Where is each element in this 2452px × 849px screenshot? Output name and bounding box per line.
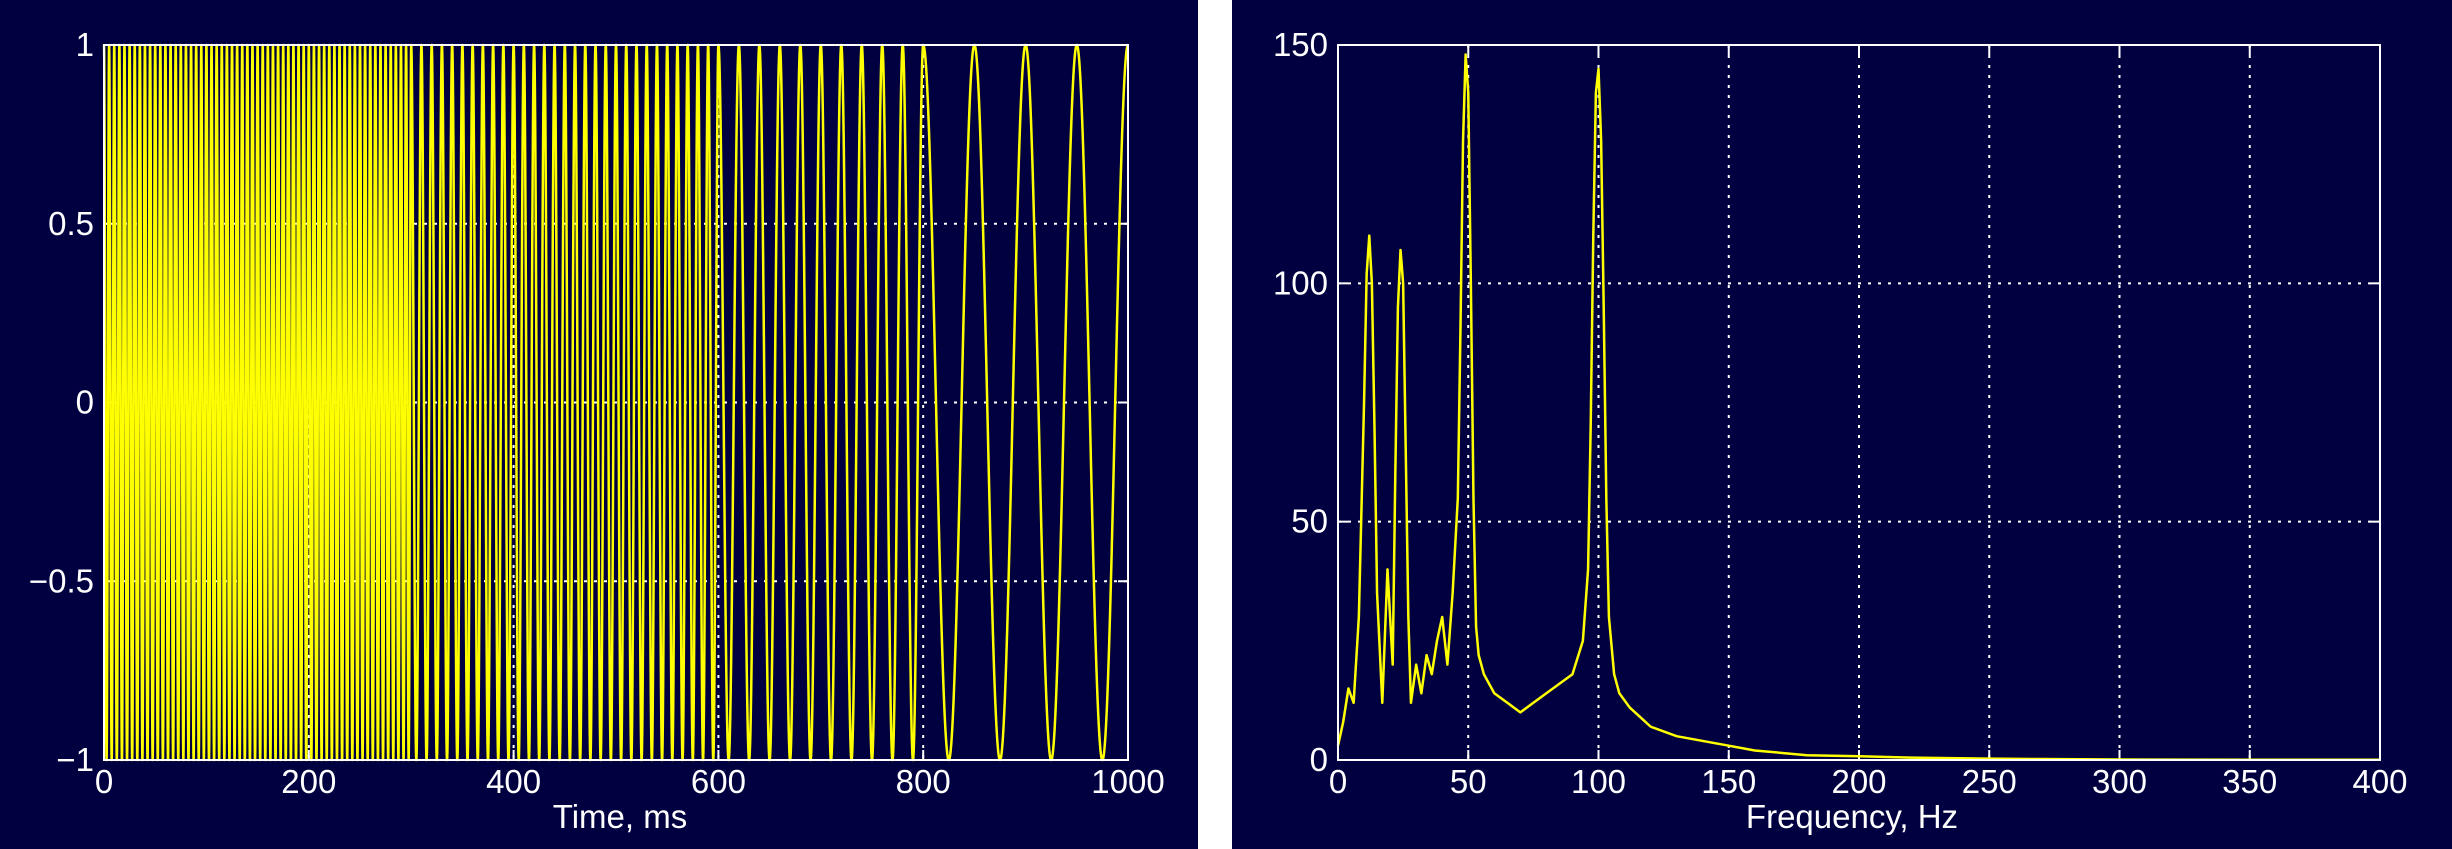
frequency-spectrum-chart: 0 50 100 150 200 250 300 350 400 0 50 100 150 Frequen…: [1232, 0, 2452, 849]
x-tick-label: 0: [1329, 763, 1347, 800]
plot-frame: [1337, 44, 2381, 761]
x-axis-label: Time, ms: [553, 798, 687, 835]
y-tick-label: 150: [1273, 26, 1328, 63]
y-tick-label: −1: [56, 741, 94, 778]
y-tick-label: 50: [1291, 503, 1328, 540]
x-tick-label: 1000: [1091, 763, 1164, 800]
x-tick-label: 350: [2222, 763, 2277, 800]
y-tick-label: 0: [1310, 741, 1328, 778]
time-domain-chart: 0 200 400 600 800 1000 −1 −0.5 0 0.5 1 Time, ms: [0, 0, 1198, 849]
spectrum-trace: [1336, 53, 2380, 762]
x-tick-label: 400: [486, 763, 541, 800]
x-tick-label: 300: [2092, 763, 2147, 800]
y-tick-label: 0.5: [48, 205, 94, 242]
y-tick-label: −0.5: [29, 562, 94, 599]
x-tick-label: 200: [1831, 763, 1886, 800]
x-tick-label: 400: [2352, 763, 2407, 800]
y-tick-label: 100: [1273, 264, 1328, 301]
x-tick-label: 200: [281, 763, 336, 800]
frequency-spectrum-plot: 0 50 100 150 200 250 300 350 400050100150Frequen…: [1273, 26, 2408, 835]
x-tick-label: 800: [896, 763, 951, 800]
y-tick-label: 1: [76, 26, 94, 63]
x-tick-label: 100: [1571, 763, 1626, 800]
x-tick-label: 600: [691, 763, 746, 800]
x-tick-label: 50: [1450, 763, 1487, 800]
x-axis-label: Frequency, Hz: [1746, 798, 1958, 835]
x-tick-label: 250: [1962, 763, 2017, 800]
time-domain-plot: 0 200 400 600 800 1000 −1 −0.5 0 0.5 1 Time, ms: [29, 26, 1165, 835]
plot-frame: [103, 44, 1129, 761]
x-tick-label: 150: [1701, 763, 1756, 800]
y-tick-label: 0: [76, 384, 94, 421]
x-tick-label: 0: [95, 763, 113, 800]
